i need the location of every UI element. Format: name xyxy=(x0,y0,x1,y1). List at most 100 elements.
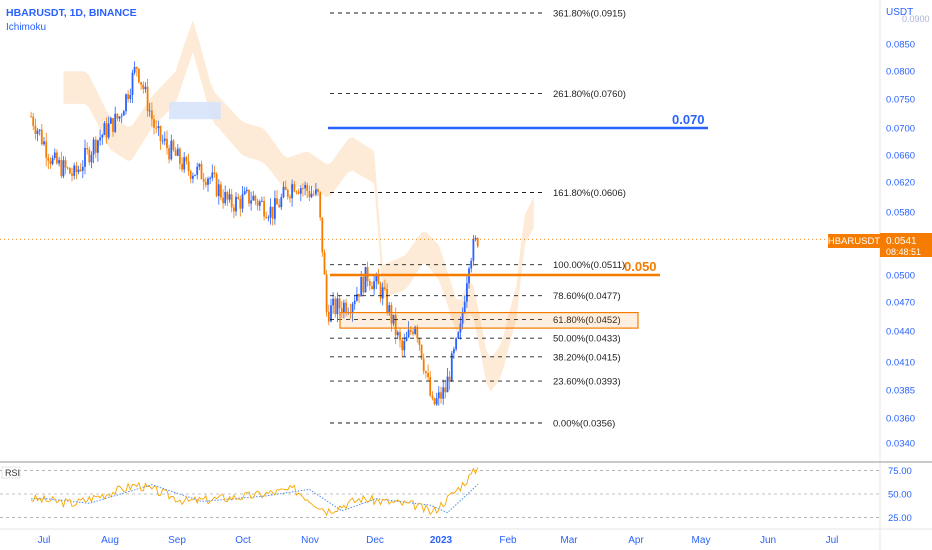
ichimoku-cloud xyxy=(63,20,534,392)
candle-body xyxy=(176,148,179,156)
fib-label[interactable]: 38.20%(0.0415) xyxy=(553,352,621,363)
candle-body xyxy=(282,186,285,198)
time-tick: Apr xyxy=(628,535,644,546)
candle-body xyxy=(220,184,222,198)
fib-label[interactable]: 50.00%(0.0433) xyxy=(553,334,621,345)
candle-body xyxy=(427,373,429,377)
candle-body xyxy=(295,191,298,193)
fib-label[interactable]: 361.80%(0.0915) xyxy=(553,9,626,20)
candle-body xyxy=(226,192,229,200)
candle-body xyxy=(429,377,432,396)
fib-label[interactable]: 261.80%(0.0760) xyxy=(553,89,626,100)
candle-body xyxy=(228,194,231,200)
fib-label[interactable]: 100.00%(0.0511) xyxy=(553,260,625,271)
current-price-badge[interactable]: HBARUSDT 0.0541 08:48:51 xyxy=(828,233,932,257)
candle-body xyxy=(336,298,339,315)
symbol-badge[interactable] xyxy=(828,234,880,248)
candle-body xyxy=(358,294,360,297)
candle-body xyxy=(179,148,181,164)
rsi-tick: 50.00 xyxy=(888,490,912,501)
candle-body xyxy=(211,172,214,179)
candle-body xyxy=(362,277,365,293)
candle-body xyxy=(77,169,80,172)
candle-body xyxy=(174,150,177,156)
candle-body xyxy=(321,217,324,253)
candle-body xyxy=(140,82,142,85)
candle-body xyxy=(213,172,216,174)
symbol-title[interactable]: HBARUSDT, 1D, BINANCE xyxy=(6,7,137,19)
candle-body xyxy=(254,195,257,201)
candle-body xyxy=(317,189,319,192)
candle-body xyxy=(49,160,52,164)
candle-body xyxy=(99,137,101,141)
fib-label[interactable]: 161.80%(0.0606) xyxy=(553,188,626,199)
candle-body xyxy=(356,294,358,301)
candle-body xyxy=(353,300,356,305)
candle-body xyxy=(230,194,233,208)
candle-body xyxy=(422,358,425,372)
time-tick: Jul xyxy=(38,535,51,546)
candle-body xyxy=(207,178,209,185)
price-badge[interactable] xyxy=(880,233,932,257)
candle-body xyxy=(172,140,175,151)
candle-body xyxy=(159,126,162,141)
candle-body xyxy=(256,200,259,206)
rsi-label-box[interactable] xyxy=(1,466,21,479)
candle-body xyxy=(110,118,112,124)
candle-body xyxy=(224,192,227,204)
candle-body xyxy=(306,184,309,191)
candle-body xyxy=(131,72,134,95)
time-tick: Aug xyxy=(101,535,119,546)
candle-body xyxy=(105,123,108,138)
candle-body xyxy=(47,157,50,161)
time-tick: Oct xyxy=(235,535,251,546)
candle-body xyxy=(258,201,261,206)
fib-label[interactable]: 0.00%(0.0356) xyxy=(553,419,615,430)
candle-body xyxy=(241,194,244,209)
candle-body xyxy=(202,179,205,182)
fib-label[interactable]: 78.60%(0.0477) xyxy=(553,291,621,302)
candle-body xyxy=(97,140,99,153)
candle-body xyxy=(286,189,289,197)
candle-body xyxy=(364,267,367,293)
price-tick: 0.0440 xyxy=(886,327,915,338)
rsi-label[interactable]: RSI xyxy=(5,468,20,478)
candle-body xyxy=(375,275,378,282)
candle-body xyxy=(69,167,71,174)
candle-body xyxy=(315,189,317,195)
time-tick: Sep xyxy=(168,535,186,546)
candle-body xyxy=(312,193,315,195)
rsi-line xyxy=(30,467,479,517)
candle-body xyxy=(405,337,408,341)
indicator-label[interactable]: Ichimoku xyxy=(6,22,46,33)
candle-body xyxy=(360,277,363,297)
candle-body xyxy=(455,338,457,350)
candle-body xyxy=(276,198,278,205)
time-tick: Mar xyxy=(560,535,578,546)
candle-body xyxy=(379,284,382,299)
target-label-0050[interactable]: 0.050 xyxy=(624,259,657,274)
candle-body xyxy=(60,159,63,177)
candle-body xyxy=(64,160,67,168)
candle-body xyxy=(222,197,224,204)
candle-body xyxy=(261,200,263,202)
candle-body xyxy=(377,275,380,285)
fib-label[interactable]: 61.80%(0.0452) xyxy=(553,315,621,326)
candle-body xyxy=(75,165,78,172)
candle-body xyxy=(90,154,93,163)
target-label-0070[interactable]: 0.070 xyxy=(672,112,705,127)
price-axis-bg[interactable] xyxy=(880,0,932,550)
candle-body xyxy=(133,67,136,73)
candle-body xyxy=(155,127,158,129)
price-pane-bg[interactable] xyxy=(0,0,880,462)
rsi-tick: 75.00 xyxy=(888,466,912,477)
candle-body xyxy=(373,281,375,290)
price-badge-countdown: 08:48:51 xyxy=(886,247,921,257)
candle-body xyxy=(187,161,190,171)
zone-box[interactable] xyxy=(339,312,639,329)
fib-label[interactable]: 23.60%(0.0393) xyxy=(553,377,621,388)
candle-body xyxy=(168,148,170,160)
candle-body xyxy=(271,206,274,219)
price-tick: 0.0500 xyxy=(886,271,915,282)
